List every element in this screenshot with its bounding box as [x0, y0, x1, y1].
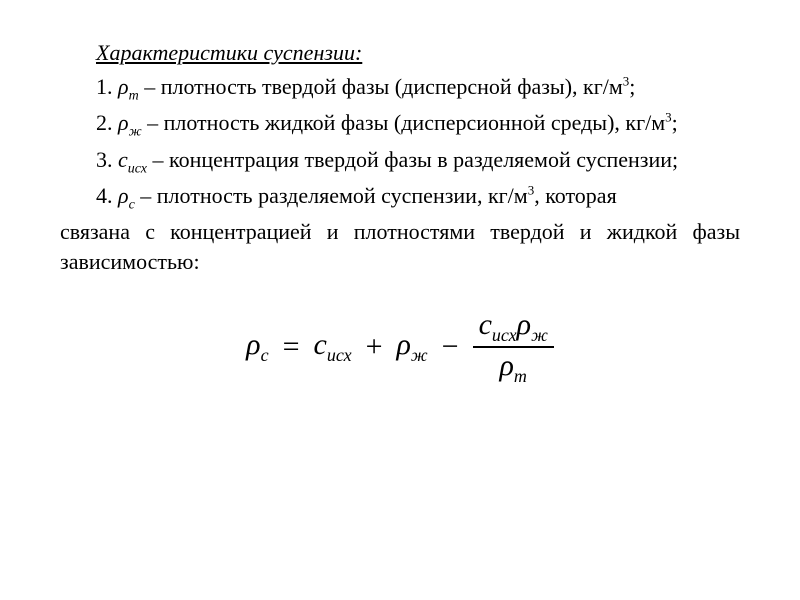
formula-lhs-sub: с	[261, 345, 269, 365]
formula-row: ρс = сисх + ρж − сисхρж ρт	[242, 307, 558, 389]
c-isx-sub: исх	[128, 161, 147, 176]
item-1-text: – плотность твердой фазы (дисперсной фаз…	[139, 74, 623, 99]
formula-lhs-sym: ρ	[246, 328, 260, 361]
item-3-text: – концентрация твердой фазы в разделяемо…	[147, 147, 678, 172]
frac-num-b-sym: ρ	[517, 308, 531, 341]
rho-t-sub: т	[129, 88, 139, 103]
formula-lhs: ρс	[242, 328, 272, 366]
frac-den-sym: ρ	[499, 349, 513, 382]
rho-zh-sub: ж	[129, 125, 142, 140]
section-heading: Характеристики суспензии:	[60, 40, 740, 66]
item-4-text: – плотность разделяемой суспензии, кг/м	[135, 183, 528, 208]
item-2-tail: ;	[672, 110, 678, 135]
item-4-line-b: связана с концентрацией и плотностями тв…	[60, 217, 740, 276]
rho-c-symbol: ρ	[118, 183, 129, 208]
fraction-numerator: сисхρж	[473, 307, 554, 347]
minus-op: −	[432, 330, 469, 364]
formula-t2-sub: ж	[411, 345, 428, 365]
item-2-num: 2.	[96, 110, 118, 135]
c-isx-symbol: с	[118, 147, 128, 172]
rho-zh-symbol: ρ	[118, 110, 129, 135]
item-1-tail: ;	[629, 74, 635, 99]
frac-num-b-sub: ж	[531, 325, 548, 345]
frac-num-a-sym: с	[479, 308, 492, 341]
equals-op: =	[273, 330, 310, 364]
item-1: 1. ρт – плотность твердой фазы (дисперсн…	[60, 72, 740, 106]
formula-t2-sym: ρ	[397, 328, 411, 361]
item-2: 2. ρж – плотность жидкой фазы (дисперсио…	[60, 108, 740, 142]
item-4-line-a: 4. ρс – плотность разделяемой суспензии,…	[60, 181, 740, 215]
formula-t2: ρж	[393, 328, 432, 366]
rho-t-symbol: ρ	[118, 74, 129, 99]
formula-t1-sub: исх	[327, 345, 352, 365]
document-page: Характеристики суспензии: 1. ρт – плотно…	[0, 0, 800, 600]
frac-num-a-sub: исх	[492, 325, 517, 345]
item-3: 3. сисх – концентрация твердой фазы в ра…	[60, 145, 740, 179]
item-1-num: 1.	[96, 74, 118, 99]
fraction-denominator: ρт	[493, 348, 532, 388]
item-4-num: 4.	[96, 183, 118, 208]
density-formula: ρс = сисх + ρж − сисхρж ρт	[60, 307, 740, 389]
formula-t1: сисх	[310, 328, 356, 366]
item-3-num: 3.	[96, 147, 118, 172]
formula-t1-sym: с	[314, 328, 327, 361]
formula-fraction: сисхρж ρт	[469, 307, 558, 389]
plus-op: +	[356, 330, 393, 364]
item-2-text: – плотность жидкой фазы (дисперсионной с…	[142, 110, 666, 135]
item-4-tail: , которая	[534, 183, 617, 208]
frac-den-sub: т	[514, 366, 527, 386]
